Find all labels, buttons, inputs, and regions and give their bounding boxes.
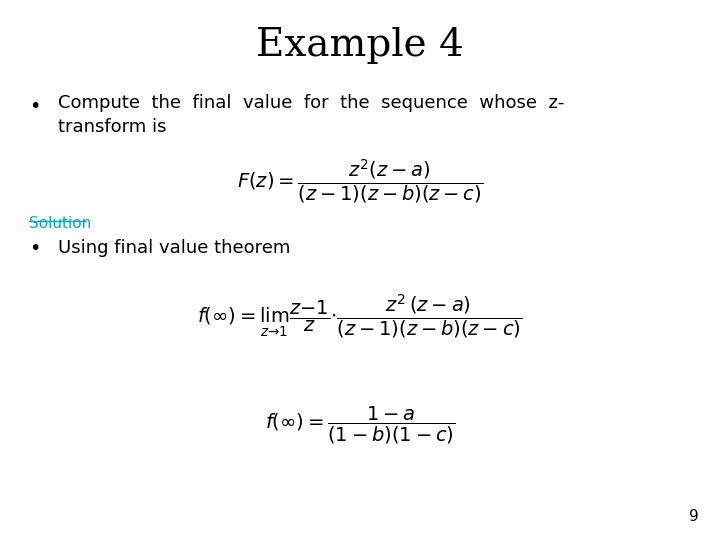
Text: Solution: Solution: [29, 216, 91, 231]
Text: transform is: transform is: [58, 118, 166, 136]
Text: $f(\infty) = \dfrac{1-a}{(1-b)(1-c)}$: $f(\infty) = \dfrac{1-a}{(1-b)(1-c)}$: [265, 405, 455, 446]
Text: Example 4: Example 4: [256, 27, 464, 64]
Text: •: •: [29, 239, 40, 258]
Text: •: •: [29, 97, 40, 116]
Text: 9: 9: [688, 509, 698, 524]
Text: $f(\infty) = \lim_{z \to 1} \dfrac{z-1}{z} \cdot \dfrac{z^2(z-a)}{(z-1)(z-b)(z-c: $f(\infty) = \lim_{z \to 1} \dfrac{z-1}{…: [197, 292, 523, 340]
Text: $F(z) = \dfrac{z^2(z-a)}{(z-1)(z-b)(z-c)}$: $F(z) = \dfrac{z^2(z-a)}{(z-1)(z-b)(z-c)…: [237, 157, 483, 205]
Text: Compute  the  final  value  for  the  sequence  whose  z-: Compute the final value for the sequence…: [58, 94, 564, 112]
Text: Using final value theorem: Using final value theorem: [58, 239, 290, 256]
